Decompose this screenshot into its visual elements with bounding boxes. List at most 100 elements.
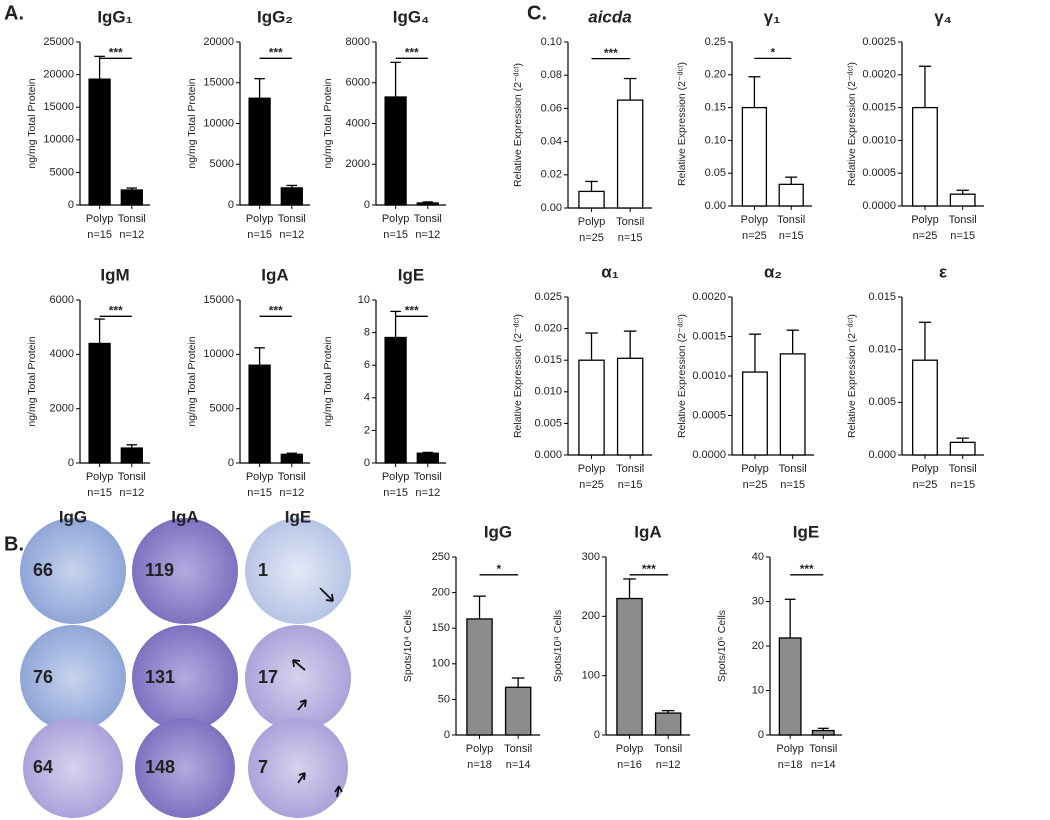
y-tick-label: 0.0015 (862, 102, 896, 114)
well (23, 718, 123, 818)
y-tick-label: 15000 (203, 77, 234, 89)
panel-label: B. (4, 533, 24, 555)
n-label: n=15 (383, 229, 408, 241)
n-label: n=12 (415, 487, 440, 499)
bar (248, 364, 271, 464)
spot-count: 17 (258, 667, 278, 687)
y-tick-label: 0.02 (541, 169, 562, 181)
y-tick-label: 0.0000 (692, 449, 726, 461)
bar (811, 729, 835, 736)
bar (248, 97, 271, 206)
y-tick-label: 4000 (346, 117, 370, 129)
n-label: n=15 (87, 229, 112, 241)
n-label: n=15 (247, 229, 272, 241)
chart: 0 10 20 30 40 Polyp n=18 Tonsil n=14 *** IgE Spots/… (716, 522, 842, 771)
x-tick-label: Tonsil (779, 463, 807, 475)
y-tick-label: 10000 (203, 117, 234, 129)
y-tick-label: 0 (68, 199, 74, 211)
y-tick-label: 0.25 (705, 36, 726, 48)
y-tick-label: 0.0005 (862, 167, 896, 179)
x-tick-label: Polyp (86, 471, 114, 483)
column-header: IgE (285, 507, 311, 526)
chart-title: IgG₁ (97, 7, 132, 26)
y-tick-label: 0.020 (534, 323, 562, 335)
bar (280, 453, 303, 464)
x-tick-label: Tonsil (809, 743, 837, 755)
y-tick-label: 2 (364, 424, 370, 436)
bar (912, 359, 938, 456)
y-tick-label: 100 (582, 670, 600, 682)
chart-title: IgA (634, 522, 661, 541)
y-tick-label: 0.025 (534, 291, 562, 303)
elispot-wells: IgG IgA IgE 66 119 1 76 131 17 64 148 7 (20, 507, 351, 818)
bar (912, 106, 938, 207)
chart: 0 5000 10000 15000 Polyp n=15 Tonsil n=12 *** IgA… (186, 265, 310, 499)
y-tick-label: 250 (432, 551, 450, 563)
x-tick-label: Tonsil (616, 463, 644, 475)
y-tick-label: 150 (432, 622, 450, 634)
chart: 0 2 4 6 8 10 Polyp n=15 Tonsil n=12 *** IgE ng/mg To… (322, 265, 446, 499)
y-tick-label: 0.005 (868, 396, 896, 408)
y-tick-label: 4000 (50, 348, 74, 360)
x-tick-label: Tonsil (616, 216, 644, 228)
bar (504, 686, 532, 736)
y-tick-label: 6000 (50, 294, 74, 306)
y-tick-label: 10 (358, 294, 370, 306)
bar (280, 187, 303, 206)
y-tick-label: 8 (364, 327, 370, 339)
significance: *** (269, 45, 283, 59)
x-tick-label: Polyp (911, 463, 939, 475)
bar (778, 183, 804, 207)
n-label: n=15 (779, 230, 804, 242)
well (20, 625, 126, 731)
x-tick-label: Polyp (776, 743, 804, 755)
y-axis-label: ng/mg Total Protein (26, 78, 38, 168)
y-tick-label: 0.0010 (692, 370, 726, 382)
y-axis-label: ng/mg Total Protein (186, 78, 198, 168)
y-axis-label: ng/mg Total Protein (322, 336, 334, 426)
bar (578, 359, 605, 456)
y-tick-label: 25000 (43, 36, 74, 48)
y-tick-label: 0.0005 (692, 409, 726, 421)
x-tick-label: Tonsil (278, 471, 306, 483)
y-tick-label: 0.0020 (692, 291, 726, 303)
bar (466, 618, 493, 736)
x-tick-label: Polyp (741, 214, 769, 226)
spot-count: 131 (145, 667, 175, 687)
significance: * (770, 46, 775, 60)
spot-count: 148 (145, 757, 175, 777)
y-axis-label: Relative Expression (2⁻ᵈᶜᵗ) (846, 314, 858, 438)
bar (741, 106, 768, 207)
bar (616, 597, 643, 736)
x-tick-label: Polyp (578, 216, 606, 228)
significance: *** (642, 562, 656, 576)
y-tick-label: 0.00 (705, 200, 726, 212)
y-tick-label: 0.05 (705, 167, 726, 179)
y-tick-label: 20000 (43, 69, 74, 81)
chart-title: IgE (793, 522, 819, 541)
y-axis-label: Relative Expression (2⁻ᵈᶜᵗ) (676, 62, 688, 186)
x-tick-label: Tonsil (949, 214, 977, 226)
y-tick-label: 0.04 (541, 136, 562, 148)
column-header: IgA (171, 507, 198, 526)
chart-title: aicda (588, 7, 631, 26)
x-tick-label: Polyp (578, 463, 606, 475)
n-label: n=15 (247, 487, 272, 499)
x-tick-label: Tonsil (654, 743, 682, 755)
chart: 0.0000 0.0005 0.0010 0.0015 0.0020 0.0025 Poly… (846, 7, 984, 242)
chart-title: γ₁ (764, 7, 781, 26)
n-label: n=25 (913, 230, 938, 242)
x-tick-label: Tonsil (504, 743, 532, 755)
y-tick-label: 2000 (346, 158, 370, 170)
spot-count: 119 (145, 560, 174, 580)
chart: 0 2000 4000 6000 8000 Polyp n=15 Tonsil n=12 *** I… (322, 7, 446, 241)
y-tick-label: 0 (364, 199, 370, 211)
chart-title: α₂ (764, 262, 782, 281)
y-tick-label: 0.15 (705, 102, 726, 114)
y-axis-label: Relative Expression (2⁻ᵈᶜᵗ) (512, 314, 524, 438)
y-tick-label: 100 (432, 658, 450, 670)
x-tick-label: Polyp (911, 214, 939, 226)
n-label: n=12 (415, 229, 440, 241)
well (245, 625, 351, 731)
x-tick-label: Tonsil (414, 213, 442, 225)
